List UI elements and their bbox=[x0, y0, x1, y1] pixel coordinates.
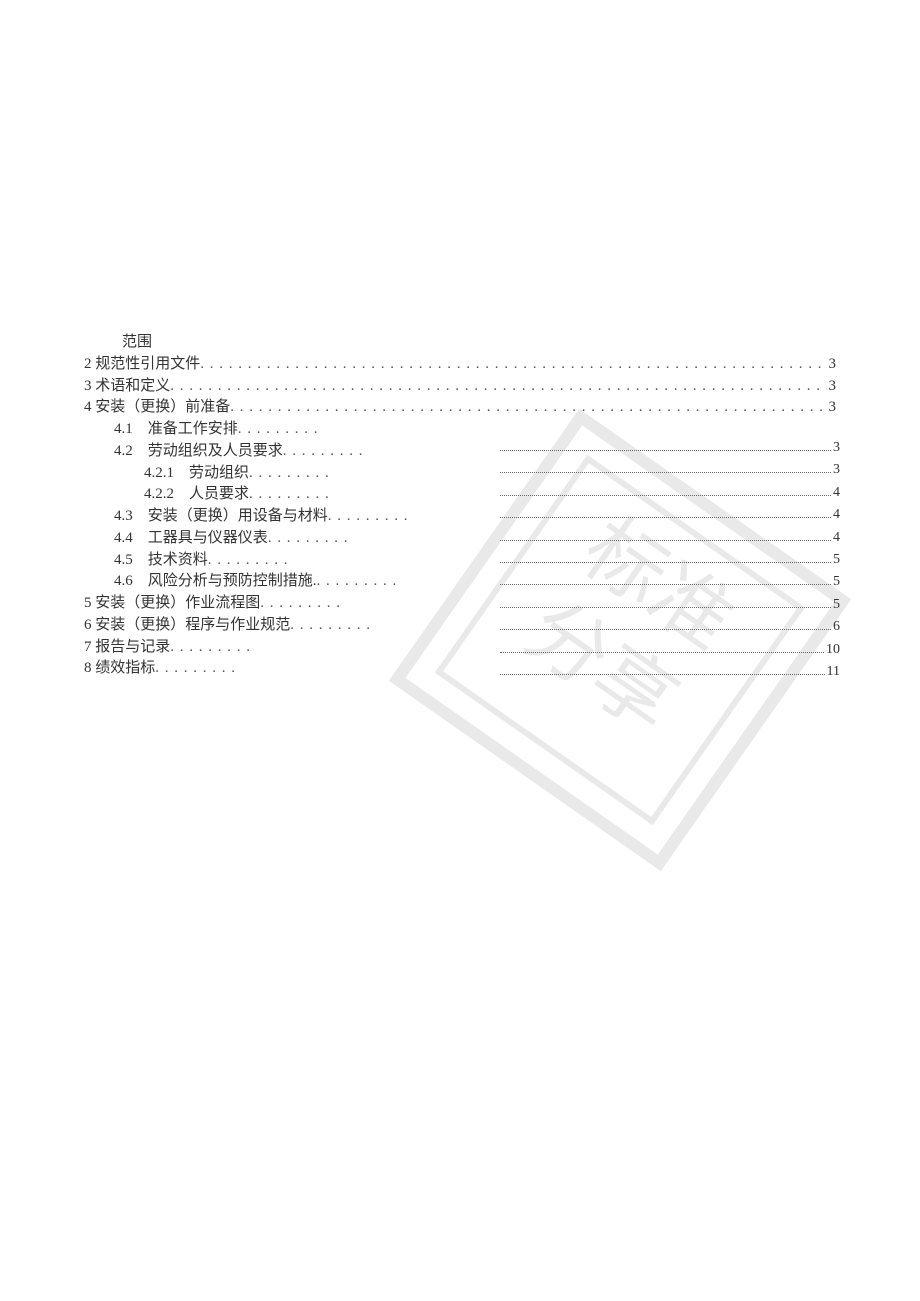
toc-label: 4.5 技术资料 bbox=[114, 550, 208, 572]
right-leader-dots bbox=[500, 484, 831, 496]
toc-label: 7 报告与记录 bbox=[84, 637, 170, 659]
right-leader-dots bbox=[500, 596, 831, 608]
right-page-number: 5 bbox=[833, 594, 840, 616]
toc-label: 4.3 安装（更换）用设备与材料 bbox=[114, 506, 328, 528]
right-page-number: 11 bbox=[827, 661, 840, 683]
right-leader-dots bbox=[500, 462, 831, 474]
toc-page-number: 3 bbox=[827, 397, 837, 419]
toc-label: 4 安装（更换）前准备 bbox=[84, 397, 230, 419]
right-ref-line: 4 bbox=[500, 482, 840, 504]
toc-label: 5 安装（更换）作业流程图 bbox=[84, 593, 260, 615]
right-page-number: 4 bbox=[833, 527, 840, 549]
toc-leader-dots bbox=[317, 571, 397, 593]
toc-leader-dots bbox=[238, 419, 318, 441]
right-leader-dots bbox=[500, 663, 825, 675]
toc-label: 6 安装（更换）程序与作业规范 bbox=[84, 615, 290, 637]
toc-leader-dots bbox=[230, 397, 826, 419]
right-ref-line: 10 bbox=[500, 639, 840, 661]
toc-heading-scope: 范围 bbox=[84, 332, 836, 354]
toc-label: 3 术语和定义 bbox=[84, 376, 170, 398]
right-ref-line: 6 bbox=[500, 616, 840, 638]
toc-page-number: 3 bbox=[827, 376, 837, 398]
toc-page-number: 3 bbox=[827, 354, 837, 376]
toc-label: 2 规范性引用文件 bbox=[84, 354, 200, 376]
right-page-number: 3 bbox=[833, 437, 840, 459]
toc-label: 4.2.2 人员要求 bbox=[144, 484, 249, 506]
toc-leader-dots bbox=[283, 441, 363, 463]
right-ref-line: 3 bbox=[500, 437, 840, 459]
right-leader-dots bbox=[500, 440, 831, 452]
toc-leader-dots bbox=[249, 463, 329, 485]
right-leader-dots bbox=[500, 619, 831, 631]
right-ref-line: 5 bbox=[500, 594, 840, 616]
toc-leader-dots bbox=[260, 593, 340, 615]
toc-label: 8 绩效指标 bbox=[84, 658, 155, 680]
right-ref-line: 4 bbox=[500, 527, 840, 549]
toc-label: 4.6 风险分析与预防控制措施. bbox=[114, 571, 317, 593]
toc-entry: 4 安装（更换）前准备 3 bbox=[84, 397, 836, 419]
right-ref-line: 5 bbox=[500, 549, 840, 571]
toc-label: 4.1 准备工作安排 bbox=[114, 419, 238, 441]
right-leader-dots bbox=[500, 551, 831, 563]
toc-leader-dots bbox=[170, 376, 826, 398]
right-ref-line: 5 bbox=[500, 571, 840, 593]
right-leader-dots bbox=[500, 529, 831, 541]
right-leader-dots bbox=[500, 507, 831, 519]
right-leader-dots bbox=[500, 641, 824, 653]
toc-leader-dots bbox=[155, 658, 235, 680]
toc-label: 范围 bbox=[122, 332, 152, 354]
right-ref-line: 11 bbox=[500, 661, 840, 683]
right-page-number: 6 bbox=[833, 616, 840, 638]
toc-leader-dots bbox=[268, 528, 348, 550]
toc-leader-dots bbox=[170, 637, 250, 659]
toc-leader-dots bbox=[249, 484, 329, 506]
toc-label: 4.2.1 劳动组织 bbox=[144, 463, 249, 485]
right-page-number: 4 bbox=[833, 504, 840, 526]
right-ref-line: 3 bbox=[500, 459, 840, 481]
toc-leader-dots bbox=[200, 354, 826, 376]
toc-leader-dots bbox=[290, 615, 370, 637]
right-page-number: 5 bbox=[833, 549, 840, 571]
right-page-number: 4 bbox=[833, 482, 840, 504]
toc-label: 4.4 工器具与仪器仪表 bbox=[114, 528, 268, 550]
toc-entry: 3 术语和定义 3 bbox=[84, 376, 836, 398]
right-page-number: 5 bbox=[833, 571, 840, 593]
toc-entry: 2 规范性引用文件 3 bbox=[84, 354, 836, 376]
toc-leader-dots bbox=[208, 550, 288, 572]
toc-leader-dots bbox=[328, 506, 408, 528]
toc-label: 4.2 劳动组织及人员要求 bbox=[114, 441, 283, 463]
right-page-number: 3 bbox=[833, 459, 840, 481]
right-ref-line: 4 bbox=[500, 504, 840, 526]
right-page-refs: 3344455561011 bbox=[500, 437, 840, 683]
right-page-number: 10 bbox=[826, 639, 840, 661]
right-leader-dots bbox=[500, 574, 831, 586]
